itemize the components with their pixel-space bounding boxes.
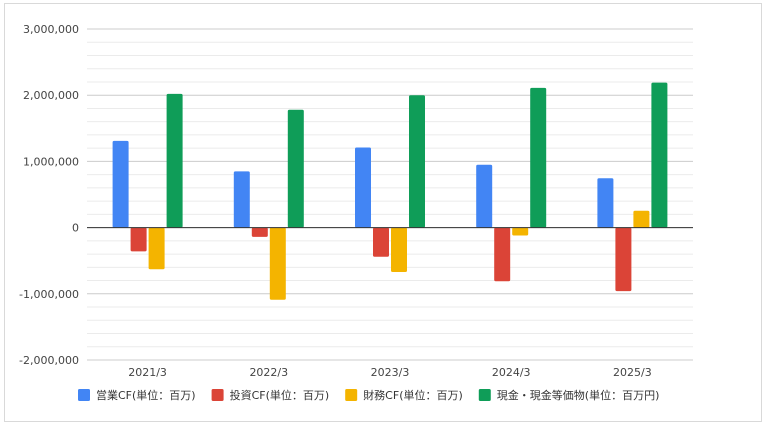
x-tick-label: 2023/3	[371, 366, 410, 379]
legend-swatch	[211, 389, 224, 401]
x-tick-label: 2025/3	[613, 366, 652, 379]
x-tick-label: 2024/3	[492, 366, 531, 379]
y-tick-label: 1,000,000	[23, 155, 79, 168]
bar-2023-3-series-1	[373, 227, 389, 257]
legend: 営業CF(単位：百万) 投資CF(単位：百万) 財務CF(単位：百万) 現金・現金等価…	[78, 388, 659, 402]
bar-2025-3-series-3	[651, 82, 668, 228]
legend-swatch	[345, 389, 358, 401]
x-tick-label: 2022/3	[249, 366, 288, 379]
bar-2021-3-series-0	[112, 140, 129, 228]
bar-chart: 3,000,000 2,000,000 1,000,000 0 -1,000,000 -2…	[19, 23, 693, 402]
bar-2024-3-series-0	[476, 164, 493, 228]
bar-2025-3-series-2	[633, 210, 650, 228]
bar-2021-3-series-3	[166, 93, 183, 228]
bar-2022-3-series-1	[251, 227, 268, 237]
bar-2024-3-series-3	[530, 87, 547, 228]
bar-2025-3-series-1	[615, 227, 632, 292]
bar-2021-3-series-1	[130, 227, 147, 252]
bar-2022-3-series-0	[233, 171, 250, 228]
x-axis-ticks: 2021/3 2022/3 2023/3 2024/3 2025/3	[128, 366, 652, 379]
bar-2023-3-series-3	[409, 95, 425, 228]
bars	[112, 82, 668, 300]
y-tick-label: -1,000,000	[19, 288, 79, 301]
bar-2024-3-series-2	[512, 227, 529, 236]
bar-2022-3-series-3	[287, 109, 304, 228]
chart-frame: 3,000,000 2,000,000 1,000,000 0 -1,000,000 -2…	[4, 3, 762, 422]
bar-2023-3-series-0	[355, 147, 371, 228]
legend-label: 現金・現金等価物(単位：百万円)	[497, 388, 660, 402]
bar-2022-3-series-2	[269, 227, 286, 300]
bar-2023-3-series-2	[391, 227, 407, 272]
legend-label: 財務CF(単位：百万)	[363, 388, 463, 402]
y-tick-label: 3,000,000	[23, 23, 79, 36]
bar-2024-3-series-1	[494, 227, 511, 282]
legend-swatch	[478, 389, 491, 401]
bar-2021-3-series-2	[148, 227, 165, 270]
y-axis-ticks: 3,000,000 2,000,000 1,000,000 0 -1,000,000 -2…	[19, 23, 79, 367]
y-tick-label: 0	[72, 222, 79, 235]
gridlines	[87, 28, 693, 361]
x-tick-label: 2021/3	[128, 366, 167, 379]
legend-label: 営業CF(単位：百万)	[96, 388, 196, 402]
y-tick-label: 2,000,000	[23, 89, 79, 102]
legend-swatch	[78, 389, 90, 401]
y-tick-label: -2,000,000	[19, 354, 79, 367]
legend-label: 投資CF(単位：百万)	[230, 388, 330, 402]
bar-2025-3-series-0	[597, 178, 614, 228]
